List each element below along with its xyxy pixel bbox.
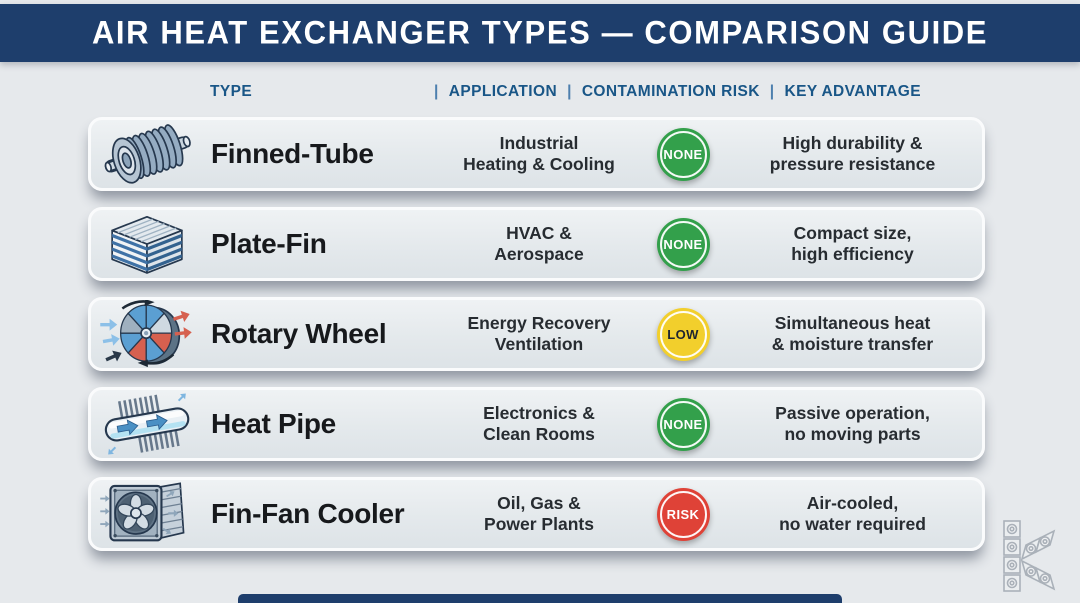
risk-badge: NONE [656, 397, 710, 451]
application-text: Electronics & Clean Rooms [483, 402, 595, 444]
table-row-finned-tube: Finned-Tube Industrial Heating & Cooling… [88, 117, 985, 191]
advantage-text: Air-cooled, no water required [779, 492, 926, 534]
risk-badge: NONE [656, 127, 710, 181]
table-row-heat-pipe: Heat Pipe Electronics & Clean Rooms NONE… [88, 387, 985, 461]
application-text: Energy Recovery Ventilation [467, 312, 611, 354]
advantage-text: High durability & pressure resistance [769, 132, 936, 174]
column-header-group: | APPLICATION | CONTAMINATION RISK | KEY… [434, 83, 921, 101]
column-header-contamination-risk: CONTAMINATION RISK [581, 83, 760, 100]
type-name: Rotary Wheel [211, 318, 387, 349]
application-text: Industrial Heating & Cooling [463, 132, 615, 174]
column-header-application: APPLICATION [448, 83, 558, 100]
advantage-text: Passive operation, no moving parts [775, 402, 930, 444]
heat-pipe-icon [91, 390, 203, 458]
table-row-fin-fan-cooler: Fin-Fan Cooler Oil, Gas & Power Plants R… [88, 477, 985, 551]
application-text: HVAC & Aerospace [494, 222, 584, 264]
table-row-rotary-wheel: Rotary Wheel Energy Recovery Ventilation… [88, 297, 985, 371]
plate-fin-icon [91, 210, 203, 278]
risk-badge: LOW [656, 307, 710, 361]
page-title: AIR HEAT EXCHANGER TYPES — COMPARISON GU… [91, 14, 989, 51]
title-bar: AIR HEAT EXCHANGER TYPES — COMPARISON GU… [0, 4, 1080, 62]
bottom-accent-bar [238, 594, 842, 603]
finned-tube-icon [91, 120, 203, 188]
application-text: Oil, Gas & Power Plants [484, 492, 594, 534]
type-name: Heat Pipe [211, 408, 336, 439]
column-separator: | [567, 83, 572, 100]
column-header-type: TYPE [210, 83, 253, 100]
type-name: Finned-Tube [211, 138, 374, 169]
risk-badge: NONE [656, 217, 710, 271]
type-name: Fin-Fan Cooler [211, 498, 405, 529]
brand-k-logo [1002, 518, 1068, 601]
advantage-text: Simultaneous heat & moisture transfer [771, 312, 934, 354]
column-separator: | [434, 83, 439, 100]
comparison-table: Finned-Tube Industrial Heating & Cooling… [88, 117, 985, 551]
fin-fan-cooler-icon [91, 480, 203, 548]
type-name: Plate-Fin [211, 228, 327, 259]
column-header-key-advantage: KEY ADVANTAGE [784, 83, 921, 100]
rotary-wheel-icon [91, 300, 203, 368]
advantage-text: Compact size, high efficiency [791, 222, 914, 264]
risk-badge: RISK [656, 487, 710, 541]
column-separator: | [769, 83, 775, 100]
column-header-row: TYPE | APPLICATION | CONTAMINATION RISK … [0, 83, 1080, 105]
table-row-plate-fin: Plate-Fin HVAC & Aerospace NONE Compact … [88, 207, 985, 281]
